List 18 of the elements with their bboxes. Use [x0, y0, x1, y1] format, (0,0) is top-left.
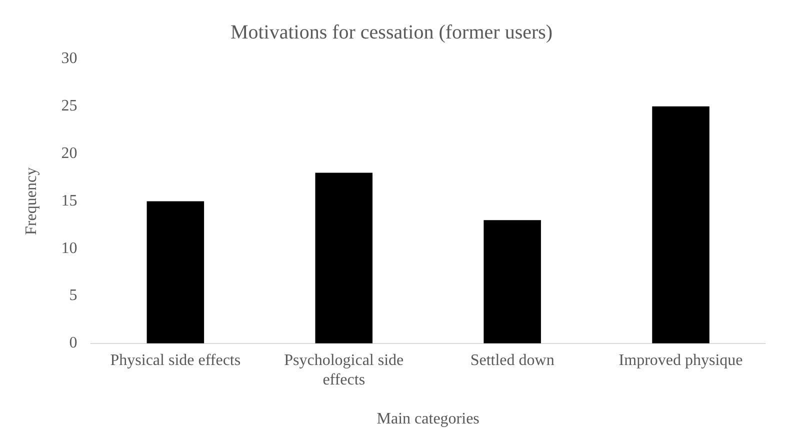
x-tick-label: Physical side effects	[110, 352, 241, 370]
x-tick-label: Psychological side effects	[284, 352, 404, 388]
y-tick-label: 15	[61, 192, 78, 210]
y-tick-label: 0	[69, 334, 78, 352]
chart-title: Motivations for cessation (former users)	[230, 21, 553, 44]
y-tick-label: 5	[69, 287, 78, 304]
y-tick-label: 30	[61, 50, 78, 68]
y-tick-label: 25	[61, 98, 78, 115]
y-tick-label: 10	[61, 240, 78, 257]
bar	[315, 172, 373, 344]
x-tick-label: Settled down	[470, 352, 554, 370]
bar	[484, 220, 541, 344]
y-axis-title: Frequency	[22, 167, 40, 235]
x-axis-title: Main categories	[376, 410, 480, 428]
bar	[652, 106, 710, 344]
y-tick-label: 20	[61, 145, 78, 162]
x-tick-label: Improved physique	[618, 352, 743, 370]
bar	[146, 201, 204, 344]
